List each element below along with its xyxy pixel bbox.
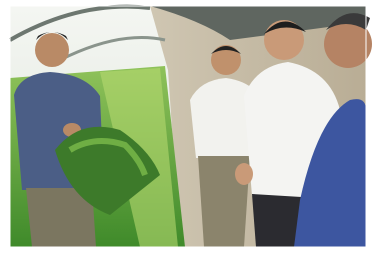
- person-head: [35, 33, 69, 67]
- page: [0, 0, 374, 253]
- photo: [0, 0, 374, 253]
- person-hand: [235, 163, 253, 185]
